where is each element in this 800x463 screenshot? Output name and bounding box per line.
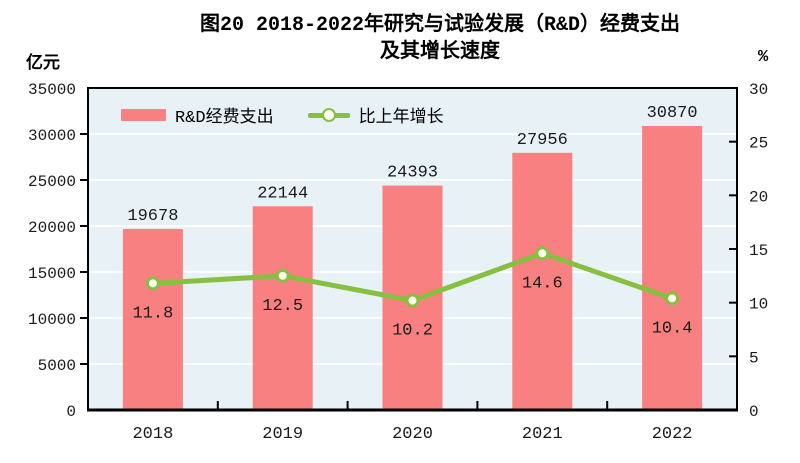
growth-value-label-2018: 11.8 [132,304,173,323]
chart-title-line1: 图20 2018-2022年研究与试验发展（R&D）经费支出 [199,14,681,37]
x-axis-label-2020: 2020 [392,425,433,444]
y-axis-right-tick-label: 20 [749,188,768,206]
growth-marker-2019 [275,268,290,283]
bar-2021 [512,152,573,410]
y-axis-left-tick-label: 20000 [28,219,76,237]
right-axis-unit-label: % [758,48,769,67]
growth-marker-2020 [405,293,420,308]
y-axis-right-tick-label: 15 [749,242,768,260]
y-axis-right-tick-label: 5 [749,349,759,367]
chart-title: 图20 2018-2022年研究与试验发展（R&D）经费支出 及其增长速度 [80,12,800,66]
bar-value-label-2020: 24393 [387,164,438,183]
growth-value-label-2021: 14.6 [522,274,563,293]
line-series-legend-label: 比上年增长 [358,109,444,128]
x-axis-label-2021: 2021 [522,425,563,444]
growth-value-label-2019: 12.5 [262,297,303,316]
y-axis-left-tick-label: 35000 [28,81,76,99]
x-axis-label-2018: 2018 [132,425,173,444]
y-axis-left-tick-label: 0 [66,403,76,421]
y-axis-left-tick-label: 10000 [28,311,76,329]
growth-value-label-2020: 10.2 [392,322,433,341]
growth-marker-2022 [665,291,680,306]
chart-title-line2: 及其增长速度 [380,41,500,64]
bar-value-label-2021: 27956 [517,131,568,150]
bar-value-label-2022: 30870 [647,104,698,123]
y-axis-right-tick-label: 10 [749,296,768,314]
line-series-marker-icon [321,108,336,122]
left-axis-unit-label: 亿元 [26,55,60,74]
growth-marker-2021 [535,246,550,261]
y-axis-left-tick-label: 25000 [28,173,76,191]
bar-value-label-2019: 22144 [257,184,308,203]
chart-legend: R&D经费支出 比上年增长 [121,104,444,128]
bar-series-legend-label: R&D经费支出 [175,109,274,128]
y-axis-right-tick-label: 30 [749,81,768,99]
x-axis-label-2022: 2022 [652,425,693,444]
y-axis-right-tick-label: 25 [749,135,768,153]
x-axis-label-2019: 2019 [262,425,303,444]
bar-2022 [642,125,703,410]
bar-value-label-2018: 19678 [127,207,178,226]
growth-value-label-2022: 10.4 [652,319,693,338]
bar-series-swatch-icon [121,109,166,121]
line-series-swatch-icon [307,108,350,122]
y-axis-left-tick-label: 5000 [38,357,76,375]
bar-2019 [252,206,313,410]
y-axis-right-tick-label: 0 [749,403,759,421]
y-axis-left-tick-label: 15000 [28,265,76,283]
bar-2018 [122,228,183,410]
growth-marker-2018 [145,276,160,291]
y-axis-left-tick-label: 30000 [28,127,76,145]
